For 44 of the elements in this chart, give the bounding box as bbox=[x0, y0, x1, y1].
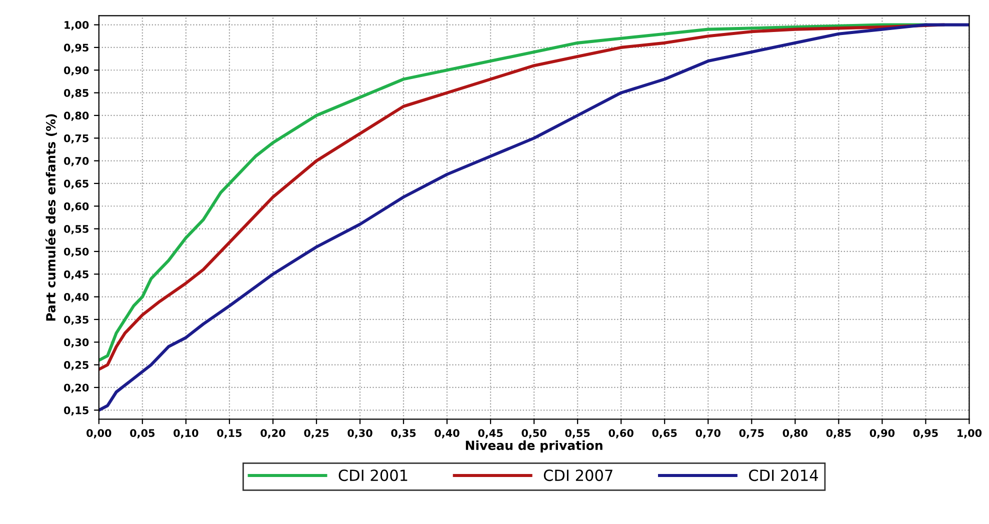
y-tick-label: 1,00 bbox=[64, 21, 89, 30]
x-tick-label: 0,30 bbox=[348, 429, 372, 438]
x-tick-label: 0,55 bbox=[565, 429, 590, 438]
y-tick-label: 0,95 bbox=[64, 44, 88, 53]
y-tick-label: 0,20 bbox=[64, 384, 89, 393]
x-tick-label: 0,35 bbox=[391, 429, 416, 438]
y-tick-label: 0,90 bbox=[64, 66, 89, 76]
x-tick-label: 0,15 bbox=[217, 429, 242, 438]
x-tick-label: 0,60 bbox=[608, 429, 634, 438]
x-tick-label: 0,45 bbox=[478, 429, 503, 438]
x-tick-label: 1,00 bbox=[958, 429, 982, 438]
y-tick-label: 0,35 bbox=[64, 316, 88, 325]
y-tick-label: 0,40 bbox=[64, 293, 89, 302]
x-tick-label: 0,65 bbox=[652, 429, 677, 438]
y-tick-label: 0,45 bbox=[64, 270, 88, 280]
y-tick-label: 0,25 bbox=[64, 361, 88, 370]
y-tick-label: 0,55 bbox=[64, 225, 88, 234]
x-tick-label: 0,90 bbox=[870, 429, 895, 438]
x-tick-label: 0,95 bbox=[913, 429, 938, 438]
y-tick-label: 0,50 bbox=[64, 248, 89, 257]
x-tick-label: 0,40 bbox=[434, 429, 460, 438]
x-tick-label: 0,80 bbox=[782, 429, 808, 438]
legend-label: CDI 2014 bbox=[749, 470, 818, 482]
x-tick-label: 0,25 bbox=[304, 429, 329, 438]
y-axis-title: Part cumulée des enfants (%) bbox=[45, 114, 57, 321]
x-tick-label: 0,20 bbox=[260, 429, 286, 438]
legend-label: CDI 2007 bbox=[544, 470, 612, 482]
x-tick-label: 0,10 bbox=[174, 429, 198, 438]
x-tick-label: 0,75 bbox=[739, 429, 764, 438]
y-tick-label: 0,15 bbox=[64, 406, 88, 416]
x-tick-label: 0,00 bbox=[86, 429, 112, 438]
x-tick-label: 0,70 bbox=[696, 429, 720, 438]
y-tick-label: 0,85 bbox=[64, 89, 88, 98]
x-tick-label: 0,50 bbox=[522, 429, 546, 438]
y-tick-label: 0,60 bbox=[64, 202, 89, 212]
y-tick-label: 0,30 bbox=[64, 338, 89, 348]
y-tick-label: 0,75 bbox=[64, 134, 88, 144]
y-tick-label: 0,70 bbox=[64, 157, 89, 166]
x-tick-label: 0,85 bbox=[826, 429, 851, 438]
y-tick-label: 0,65 bbox=[64, 180, 88, 189]
y-tick-label: 0,80 bbox=[64, 112, 89, 121]
x-axis-title: Niveau de privation bbox=[466, 440, 602, 452]
legend-label: CDI 2001 bbox=[338, 470, 408, 482]
x-tick-label: 0,05 bbox=[130, 429, 155, 438]
